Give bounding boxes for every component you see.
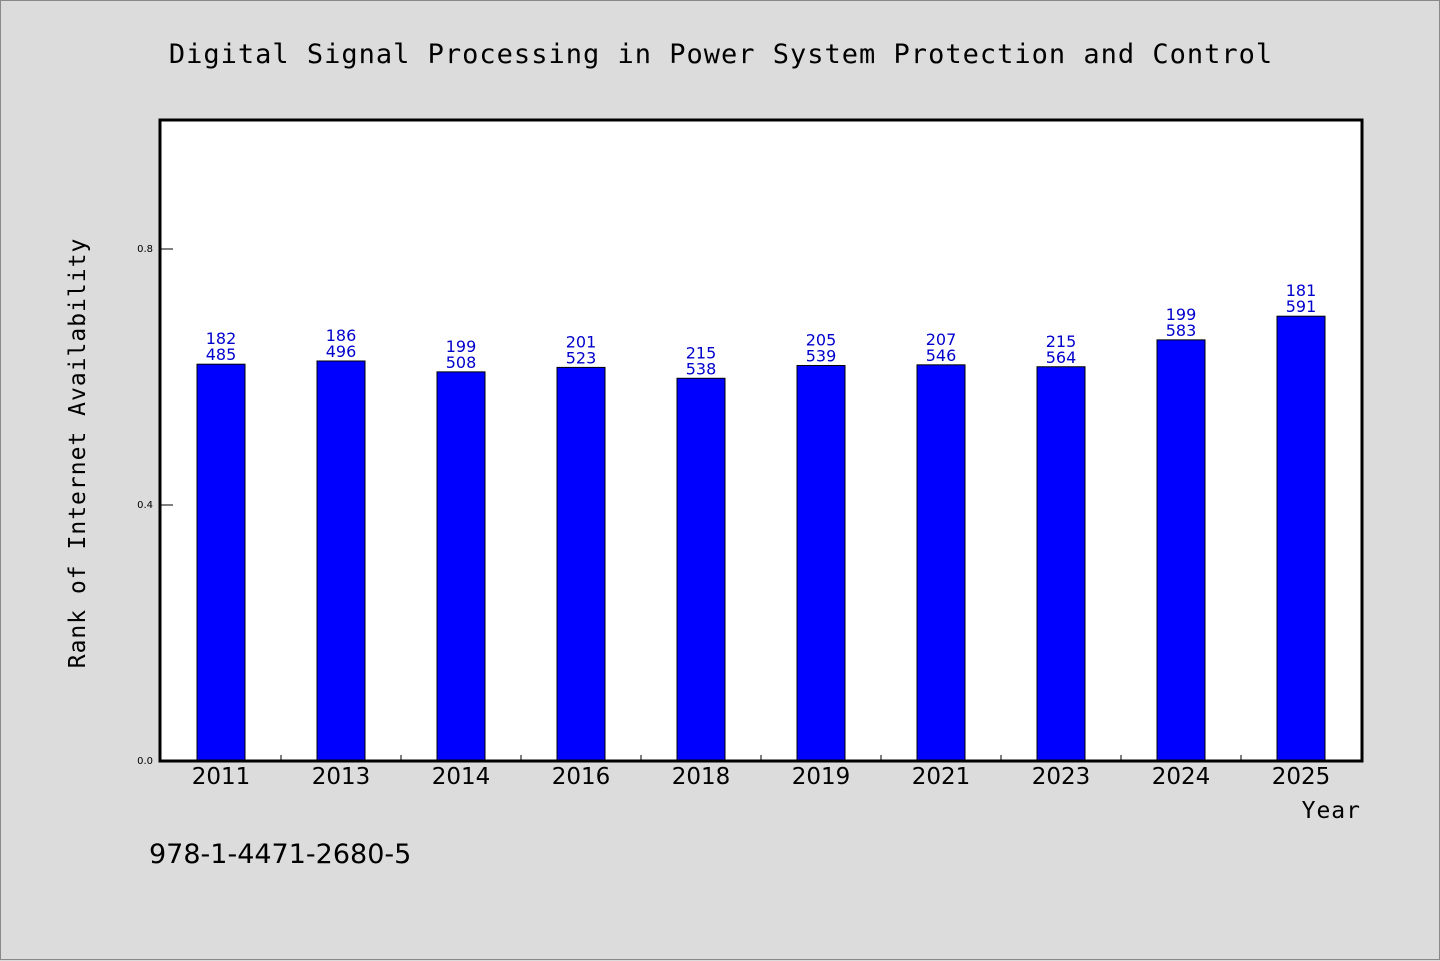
bar-2011 bbox=[196, 363, 246, 762]
data-label-2021-1: 207 bbox=[926, 330, 957, 349]
isbn-text: 978-1-4471-2680-5 bbox=[149, 839, 411, 870]
bar-2016 bbox=[556, 366, 606, 762]
data-label-2014-2: 508 bbox=[446, 353, 477, 372]
data-label-2018-1: 215 bbox=[686, 343, 717, 362]
data-label-2025-2: 591 bbox=[1286, 297, 1317, 316]
data-label-2011-1: 182 bbox=[206, 329, 237, 348]
data-label-2013-1: 186 bbox=[326, 326, 357, 345]
x-tick-label-2016: 2016 bbox=[552, 764, 611, 790]
data-label-2013-2: 496 bbox=[326, 342, 357, 361]
y-axis: 0.0 0.4 0.8 bbox=[137, 244, 173, 767]
data-label-2024-1: 199 bbox=[1166, 305, 1197, 324]
x-tick-label-2021: 2021 bbox=[912, 764, 971, 790]
y-axis-title: Rank of Internet Availability bbox=[65, 238, 91, 669]
data-label-2018-2: 538 bbox=[686, 359, 717, 378]
x-tick-label-2014: 2014 bbox=[432, 764, 491, 790]
x-tick-label-2023: 2023 bbox=[1032, 764, 1091, 790]
x-tick-label-2013: 2013 bbox=[312, 764, 371, 790]
x-tick-label-2024: 2024 bbox=[1152, 764, 1211, 790]
data-label-2011-2: 485 bbox=[206, 345, 237, 364]
data-label-2021-2: 546 bbox=[926, 346, 957, 365]
x-axis: 2011 2013 2014 2016 2018 2019 2021 2023 2024 2025 bbox=[192, 755, 1331, 790]
data-label-2023-1: 215 bbox=[1046, 332, 1077, 351]
bar-2014 bbox=[436, 371, 486, 762]
bar-2021 bbox=[916, 364, 966, 762]
plot-border bbox=[158, 118, 1364, 763]
x-tick-label-2025: 2025 bbox=[1272, 764, 1331, 790]
data-label-2025-1: 181 bbox=[1286, 281, 1317, 300]
data-label-2014-1: 199 bbox=[446, 337, 477, 356]
y-tick-label: 0.8 bbox=[137, 244, 153, 255]
data-label-2016-2: 523 bbox=[566, 348, 597, 367]
data-label-2024-2: 583 bbox=[1166, 321, 1197, 340]
bar-2024 bbox=[1156, 339, 1206, 762]
bar-2013 bbox=[316, 360, 366, 762]
y-tick-label: 0.0 bbox=[137, 756, 153, 767]
data-label-2023-2: 564 bbox=[1046, 348, 1077, 367]
bar-2019 bbox=[796, 364, 846, 762]
x-axis-title: Year bbox=[1302, 798, 1361, 824]
x-tick-label-2019: 2019 bbox=[792, 764, 851, 790]
x-tick-label-2011: 2011 bbox=[192, 764, 251, 790]
data-label-2016-1: 201 bbox=[566, 332, 597, 351]
data-label-2019-1: 205 bbox=[806, 330, 837, 349]
bar-series bbox=[196, 315, 1326, 762]
data-label-2019-2: 539 bbox=[806, 346, 837, 365]
bar-2018 bbox=[676, 377, 726, 762]
bar-2025 bbox=[1276, 315, 1326, 762]
bar-2023 bbox=[1036, 366, 1086, 762]
chart-title: Digital Signal Processing in Power Syste… bbox=[169, 39, 1273, 70]
y-tick-label: 0.4 bbox=[137, 500, 153, 511]
x-tick-label-2018: 2018 bbox=[672, 764, 731, 790]
